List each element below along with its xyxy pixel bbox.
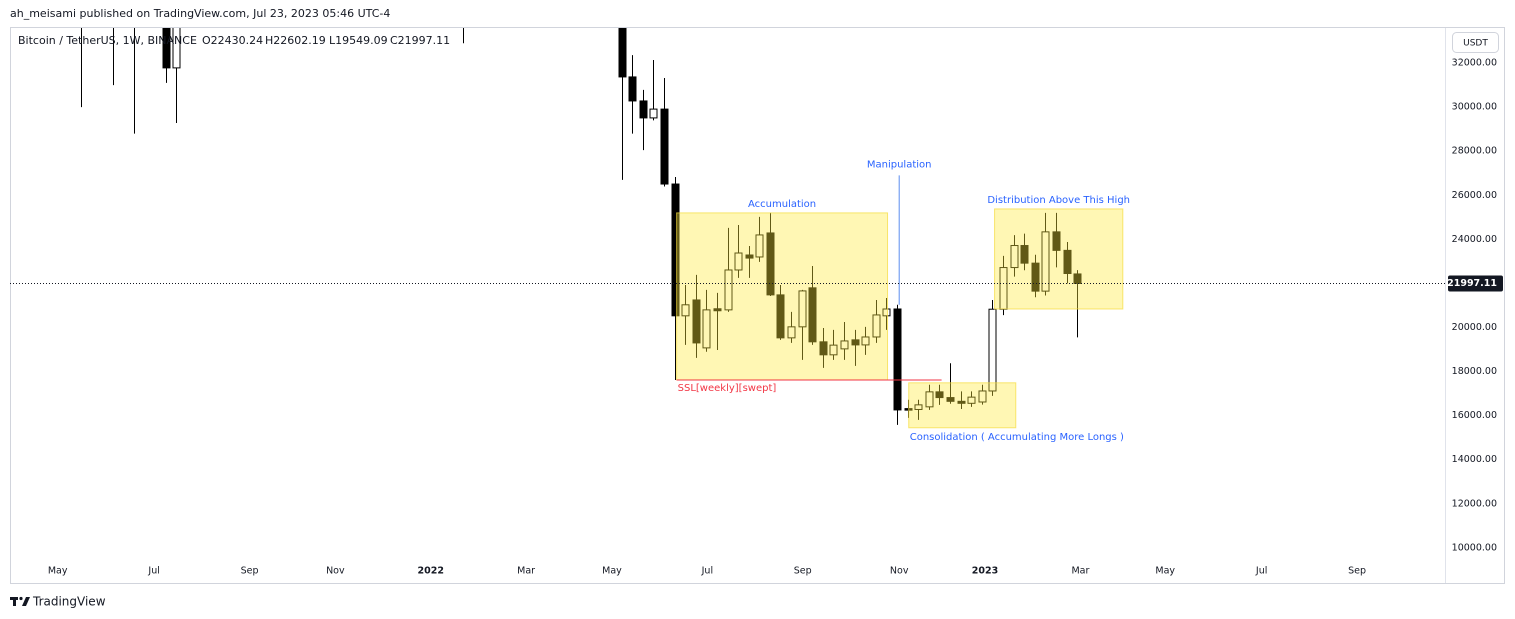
last-price-label: 21997.11	[1447, 278, 1497, 289]
axes: 32000.00 30000.00 28000.00 26000.00 24000.00…	[48, 58, 1503, 577]
candle-body	[819, 341, 828, 356]
y-tick-label: 10000.00	[1452, 542, 1497, 553]
x-tick-label: Sep	[241, 566, 259, 577]
candle-body	[967, 396, 976, 404]
x-tick-label: Sep	[794, 566, 812, 577]
y-tick-label: 28000.00	[1452, 146, 1497, 157]
x-tick-label: Jul	[701, 566, 713, 577]
chart-title: Bitcoin / TetherUS, 1W, BINANCE	[18, 34, 197, 47]
x-tick-label: Nov	[326, 566, 345, 577]
legend-high: H22602.19	[265, 34, 326, 47]
candle-body	[755, 234, 764, 258]
candle-body	[840, 340, 849, 350]
y-tick-label: 32000.00	[1452, 58, 1497, 69]
annotation-label: Manipulation	[867, 159, 932, 170]
candle-body	[671, 183, 680, 317]
x-tick-label: Jul	[147, 566, 159, 577]
x-tick-label: May	[602, 566, 622, 577]
x-tick-label: May	[48, 566, 68, 577]
candle-body	[1073, 273, 1082, 284]
candle-body	[713, 308, 722, 312]
candle-body	[946, 397, 955, 402]
candle-body	[798, 290, 807, 328]
annotation-label: Consolidation ( Accumulating More Longs …	[910, 432, 1124, 443]
currency-label[interactable]: USDT	[1463, 39, 1488, 49]
candle-body	[1052, 231, 1061, 251]
candle-body	[787, 326, 796, 339]
candle-body	[766, 232, 775, 296]
y-tick-label: 18000.00	[1452, 366, 1497, 377]
x-tick-label: May	[1155, 566, 1175, 577]
candle-body	[1031, 262, 1040, 292]
candle-body	[1063, 249, 1072, 275]
legend-open: O22430.24	[202, 34, 263, 47]
candle-body	[724, 269, 733, 311]
candle-body	[639, 100, 648, 119]
candle-body	[745, 254, 754, 259]
plot-area	[10, 28, 1445, 429]
annotation-box	[676, 212, 889, 381]
y-tick-label: 24000.00	[1452, 234, 1497, 245]
y-tick-label: 20000.00	[1452, 322, 1497, 333]
x-tick-label: Mar	[517, 566, 535, 577]
candle-body	[1020, 245, 1029, 264]
candle-body	[172, 28, 181, 69]
candle-body	[808, 287, 817, 343]
candle-body	[776, 294, 785, 339]
footer-brand: TradingView	[32, 595, 106, 609]
annotation-label: Distribution Above This High	[987, 195, 1130, 206]
last-price-tag	[1448, 275, 1503, 292]
candle-body	[162, 28, 171, 69]
x-tick-label: Nov	[890, 566, 909, 577]
candle-body	[681, 304, 690, 317]
candle-body	[872, 314, 881, 338]
candle-body	[628, 76, 637, 102]
y-tick-label: 26000.00	[1452, 190, 1497, 201]
brand-logo	[10, 596, 30, 606]
candle-body	[925, 391, 934, 408]
x-tick-label: Mar	[1071, 566, 1089, 577]
candle-body	[957, 400, 966, 404]
x-tick-label: 2023	[972, 566, 998, 577]
currency-button[interactable]	[1452, 32, 1499, 53]
x-tick-label: Sep	[1348, 566, 1366, 577]
annotation-label: Accumulation	[748, 199, 816, 210]
y-tick-label: 14000.00	[1452, 454, 1497, 465]
candle-body	[935, 391, 944, 399]
candle-body	[914, 404, 923, 410]
candle-body	[978, 390, 987, 403]
candle-body	[988, 308, 997, 392]
candle-body	[734, 252, 743, 271]
legend-low: L19549.09	[329, 34, 388, 47]
candle-body	[851, 339, 860, 346]
candle-body	[692, 299, 701, 344]
x-tick-label: Jul	[1255, 566, 1267, 577]
candle-body	[882, 308, 891, 317]
candle-body	[893, 308, 902, 411]
candle-body	[618, 28, 627, 78]
annotation-label: SSL[weekly][swept]	[678, 383, 777, 394]
legend-close: C21997.11	[390, 34, 450, 47]
y-tick-label: 12000.00	[1452, 498, 1497, 509]
annotation-box	[994, 208, 1124, 310]
candle-body	[702, 309, 711, 349]
candle-body	[861, 336, 870, 346]
candle-body	[1041, 231, 1050, 292]
annotation-box	[908, 382, 1017, 429]
publisher-line: ah_meisami published on TradingView.com,…	[10, 7, 390, 20]
candle-body	[649, 108, 658, 119]
candle-body	[660, 108, 669, 185]
candle-body	[829, 344, 838, 356]
y-tick-label: 30000.00	[1452, 102, 1497, 113]
candle-body	[1010, 245, 1019, 269]
chart-frame	[10, 27, 1505, 584]
x-tick-label: 2022	[418, 566, 444, 577]
y-tick-label: 16000.00	[1452, 410, 1497, 421]
